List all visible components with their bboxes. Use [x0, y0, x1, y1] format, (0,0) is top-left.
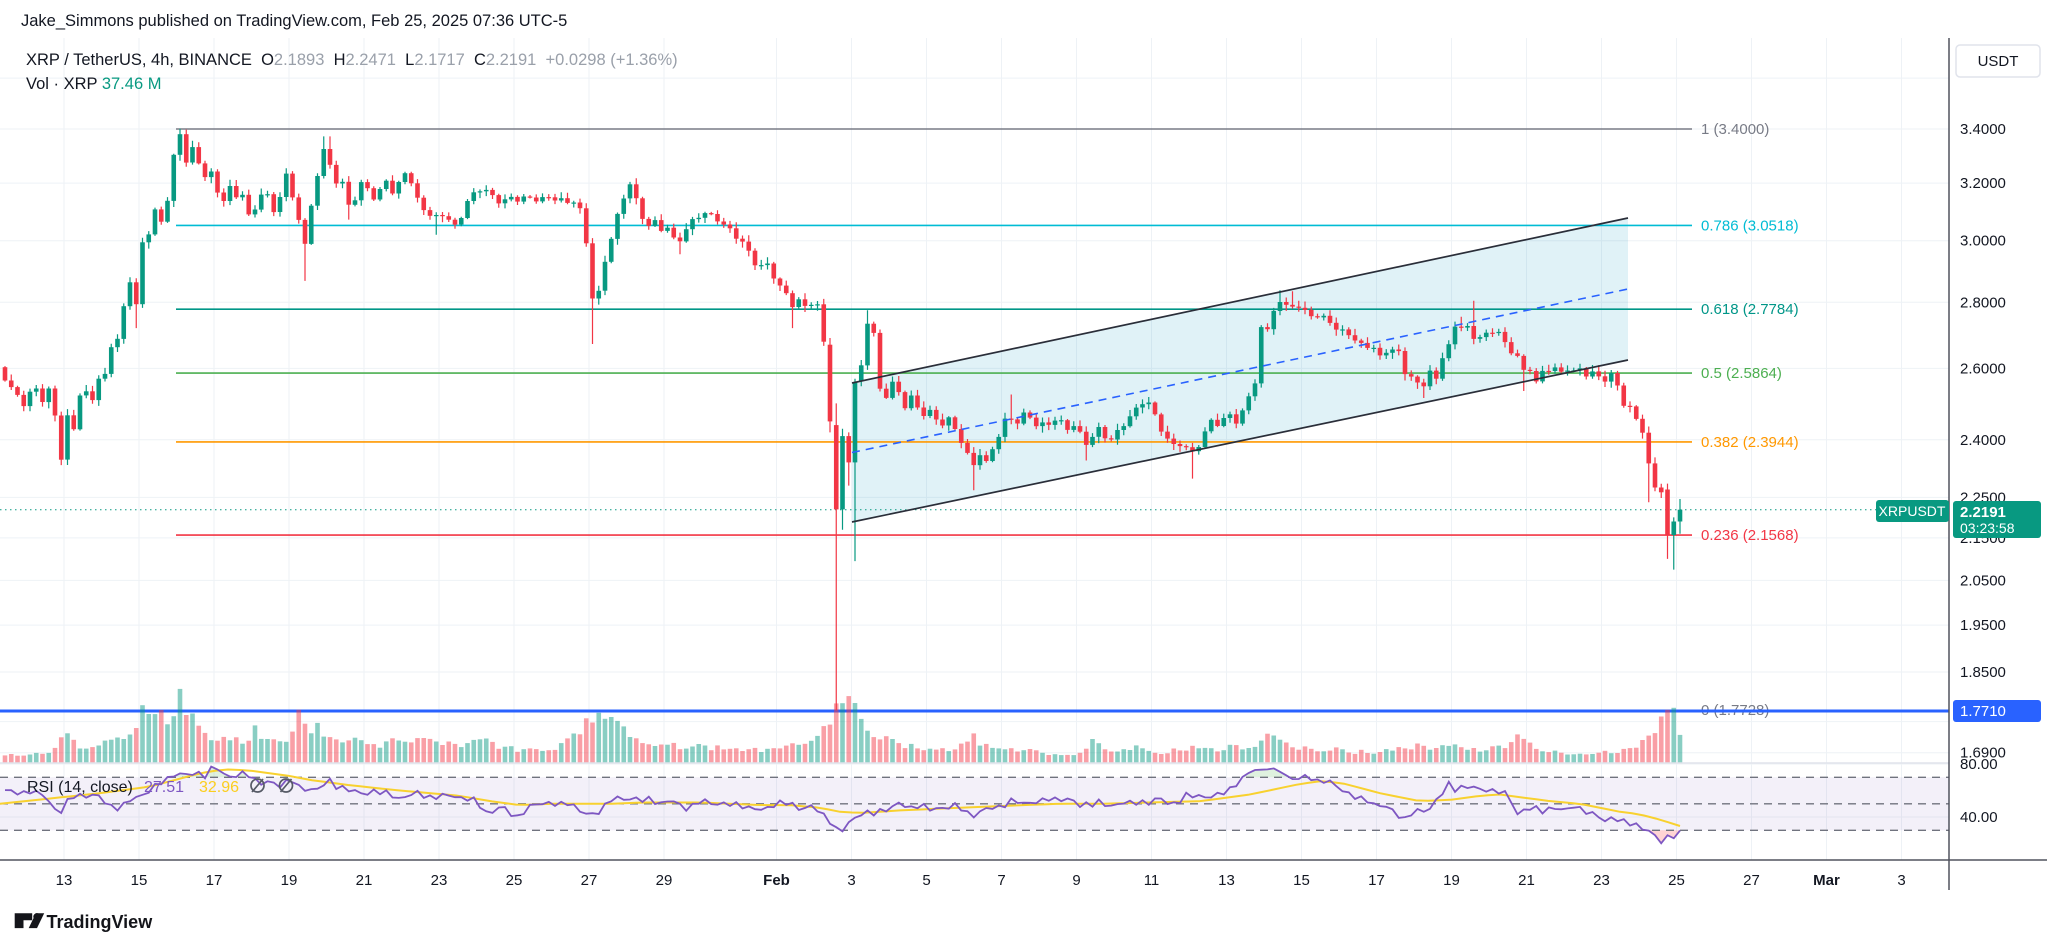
svg-text:3.2000: 3.2000	[1960, 175, 2006, 192]
svg-text:11: 11	[1144, 872, 1160, 889]
svg-text:2.0500: 2.0500	[1960, 572, 2006, 589]
svg-text:0.382 (2.3944): 0.382 (2.3944)	[1701, 434, 1799, 451]
svg-text:19: 19	[281, 872, 298, 889]
svg-text:5: 5	[922, 872, 930, 889]
svg-text:25: 25	[1668, 872, 1685, 889]
svg-text:0.5 (2.5864): 0.5 (2.5864)	[1701, 365, 1782, 382]
svg-text:19: 19	[1443, 872, 1460, 889]
svg-text:1.9500: 1.9500	[1960, 617, 2006, 634]
svg-text:27: 27	[1743, 872, 1760, 889]
svg-text:29: 29	[656, 872, 673, 889]
svg-text:Jake_Simmons published on Trad: Jake_Simmons published on TradingView.co…	[21, 12, 567, 30]
svg-text:32.96: 32.96	[199, 779, 239, 796]
svg-text:1.8500: 1.8500	[1960, 664, 2006, 681]
svg-text:17: 17	[1368, 872, 1385, 889]
svg-text:27: 27	[581, 872, 598, 889]
svg-text:0.786 (3.0518): 0.786 (3.0518)	[1701, 217, 1799, 234]
svg-text:3.0000: 3.0000	[1960, 233, 2006, 250]
svg-text:Feb: Feb	[763, 872, 790, 889]
svg-text:2.4000: 2.4000	[1960, 432, 2006, 449]
svg-text:USDT: USDT	[1978, 53, 2019, 70]
svg-text:15: 15	[131, 872, 148, 889]
svg-text:3: 3	[847, 872, 855, 889]
svg-text:13: 13	[1218, 872, 1235, 889]
svg-text:25: 25	[506, 872, 523, 889]
svg-text:2.2191: 2.2191	[1960, 504, 2006, 521]
svg-text:7: 7	[997, 872, 1005, 889]
svg-text:23: 23	[1593, 872, 1610, 889]
svg-text:80.00: 80.00	[1960, 756, 1998, 773]
svg-text:0.236 (2.1568): 0.236 (2.1568)	[1701, 527, 1799, 544]
svg-text:1 (3.4000): 1 (3.4000)	[1701, 121, 1769, 138]
svg-text:2.6000: 2.6000	[1960, 360, 2006, 377]
svg-text:03:23:58: 03:23:58	[1960, 520, 2015, 536]
svg-text:Vol · XRP 37.46 M: Vol · XRP 37.46 M	[26, 75, 161, 93]
svg-text:2.8000: 2.8000	[1960, 294, 2006, 311]
svg-text:23: 23	[431, 872, 448, 889]
svg-text:TradingView: TradingView	[47, 912, 154, 932]
svg-text:13: 13	[56, 872, 73, 889]
svg-text:21: 21	[1518, 872, 1535, 889]
svg-text:21: 21	[356, 872, 373, 889]
svg-text:40.00: 40.00	[1960, 809, 1998, 826]
svg-text:XRP / TetherUS, 4h, BINANCE O: XRP / TetherUS, 4h, BINANCE O2.1893 H2.2…	[26, 51, 678, 69]
svg-text:27.51: 27.51	[144, 779, 184, 796]
svg-text:17: 17	[206, 872, 223, 889]
svg-text:3: 3	[1897, 872, 1905, 889]
svg-text:Mar: Mar	[1813, 872, 1840, 889]
svg-text:1.7710: 1.7710	[1960, 703, 2006, 720]
svg-text:3.4000: 3.4000	[1960, 121, 2006, 138]
svg-text:0.618 (2.7784): 0.618 (2.7784)	[1701, 301, 1799, 318]
svg-text:9: 9	[1072, 872, 1080, 889]
svg-text:1.6900: 1.6900	[1960, 745, 2006, 762]
svg-text:XRPUSDT: XRPUSDT	[1879, 503, 1946, 519]
svg-text:RSI (14, close): RSI (14, close)	[27, 779, 133, 796]
svg-text:15: 15	[1293, 872, 1310, 889]
